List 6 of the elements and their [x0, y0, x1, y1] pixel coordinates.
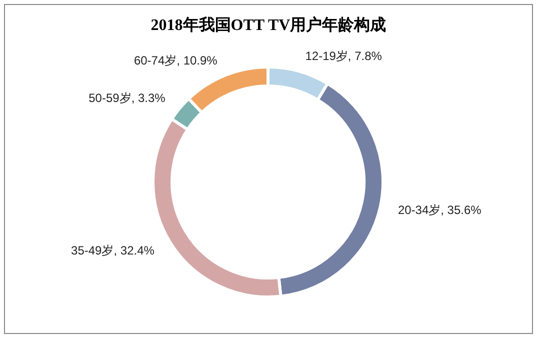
- slice-label: 12-19岁, 7.8%: [305, 48, 382, 63]
- slice-label: 35-49岁, 32.4%: [71, 244, 155, 258]
- slice-label: 20-34岁, 35.6%: [398, 203, 482, 218]
- slice-label: 60-74岁, 10.9%: [134, 53, 218, 68]
- slice-label: 50-59岁, 3.3%: [88, 91, 166, 106]
- chart-title: 2018年我国OTT TV用户年龄构成: [150, 16, 386, 34]
